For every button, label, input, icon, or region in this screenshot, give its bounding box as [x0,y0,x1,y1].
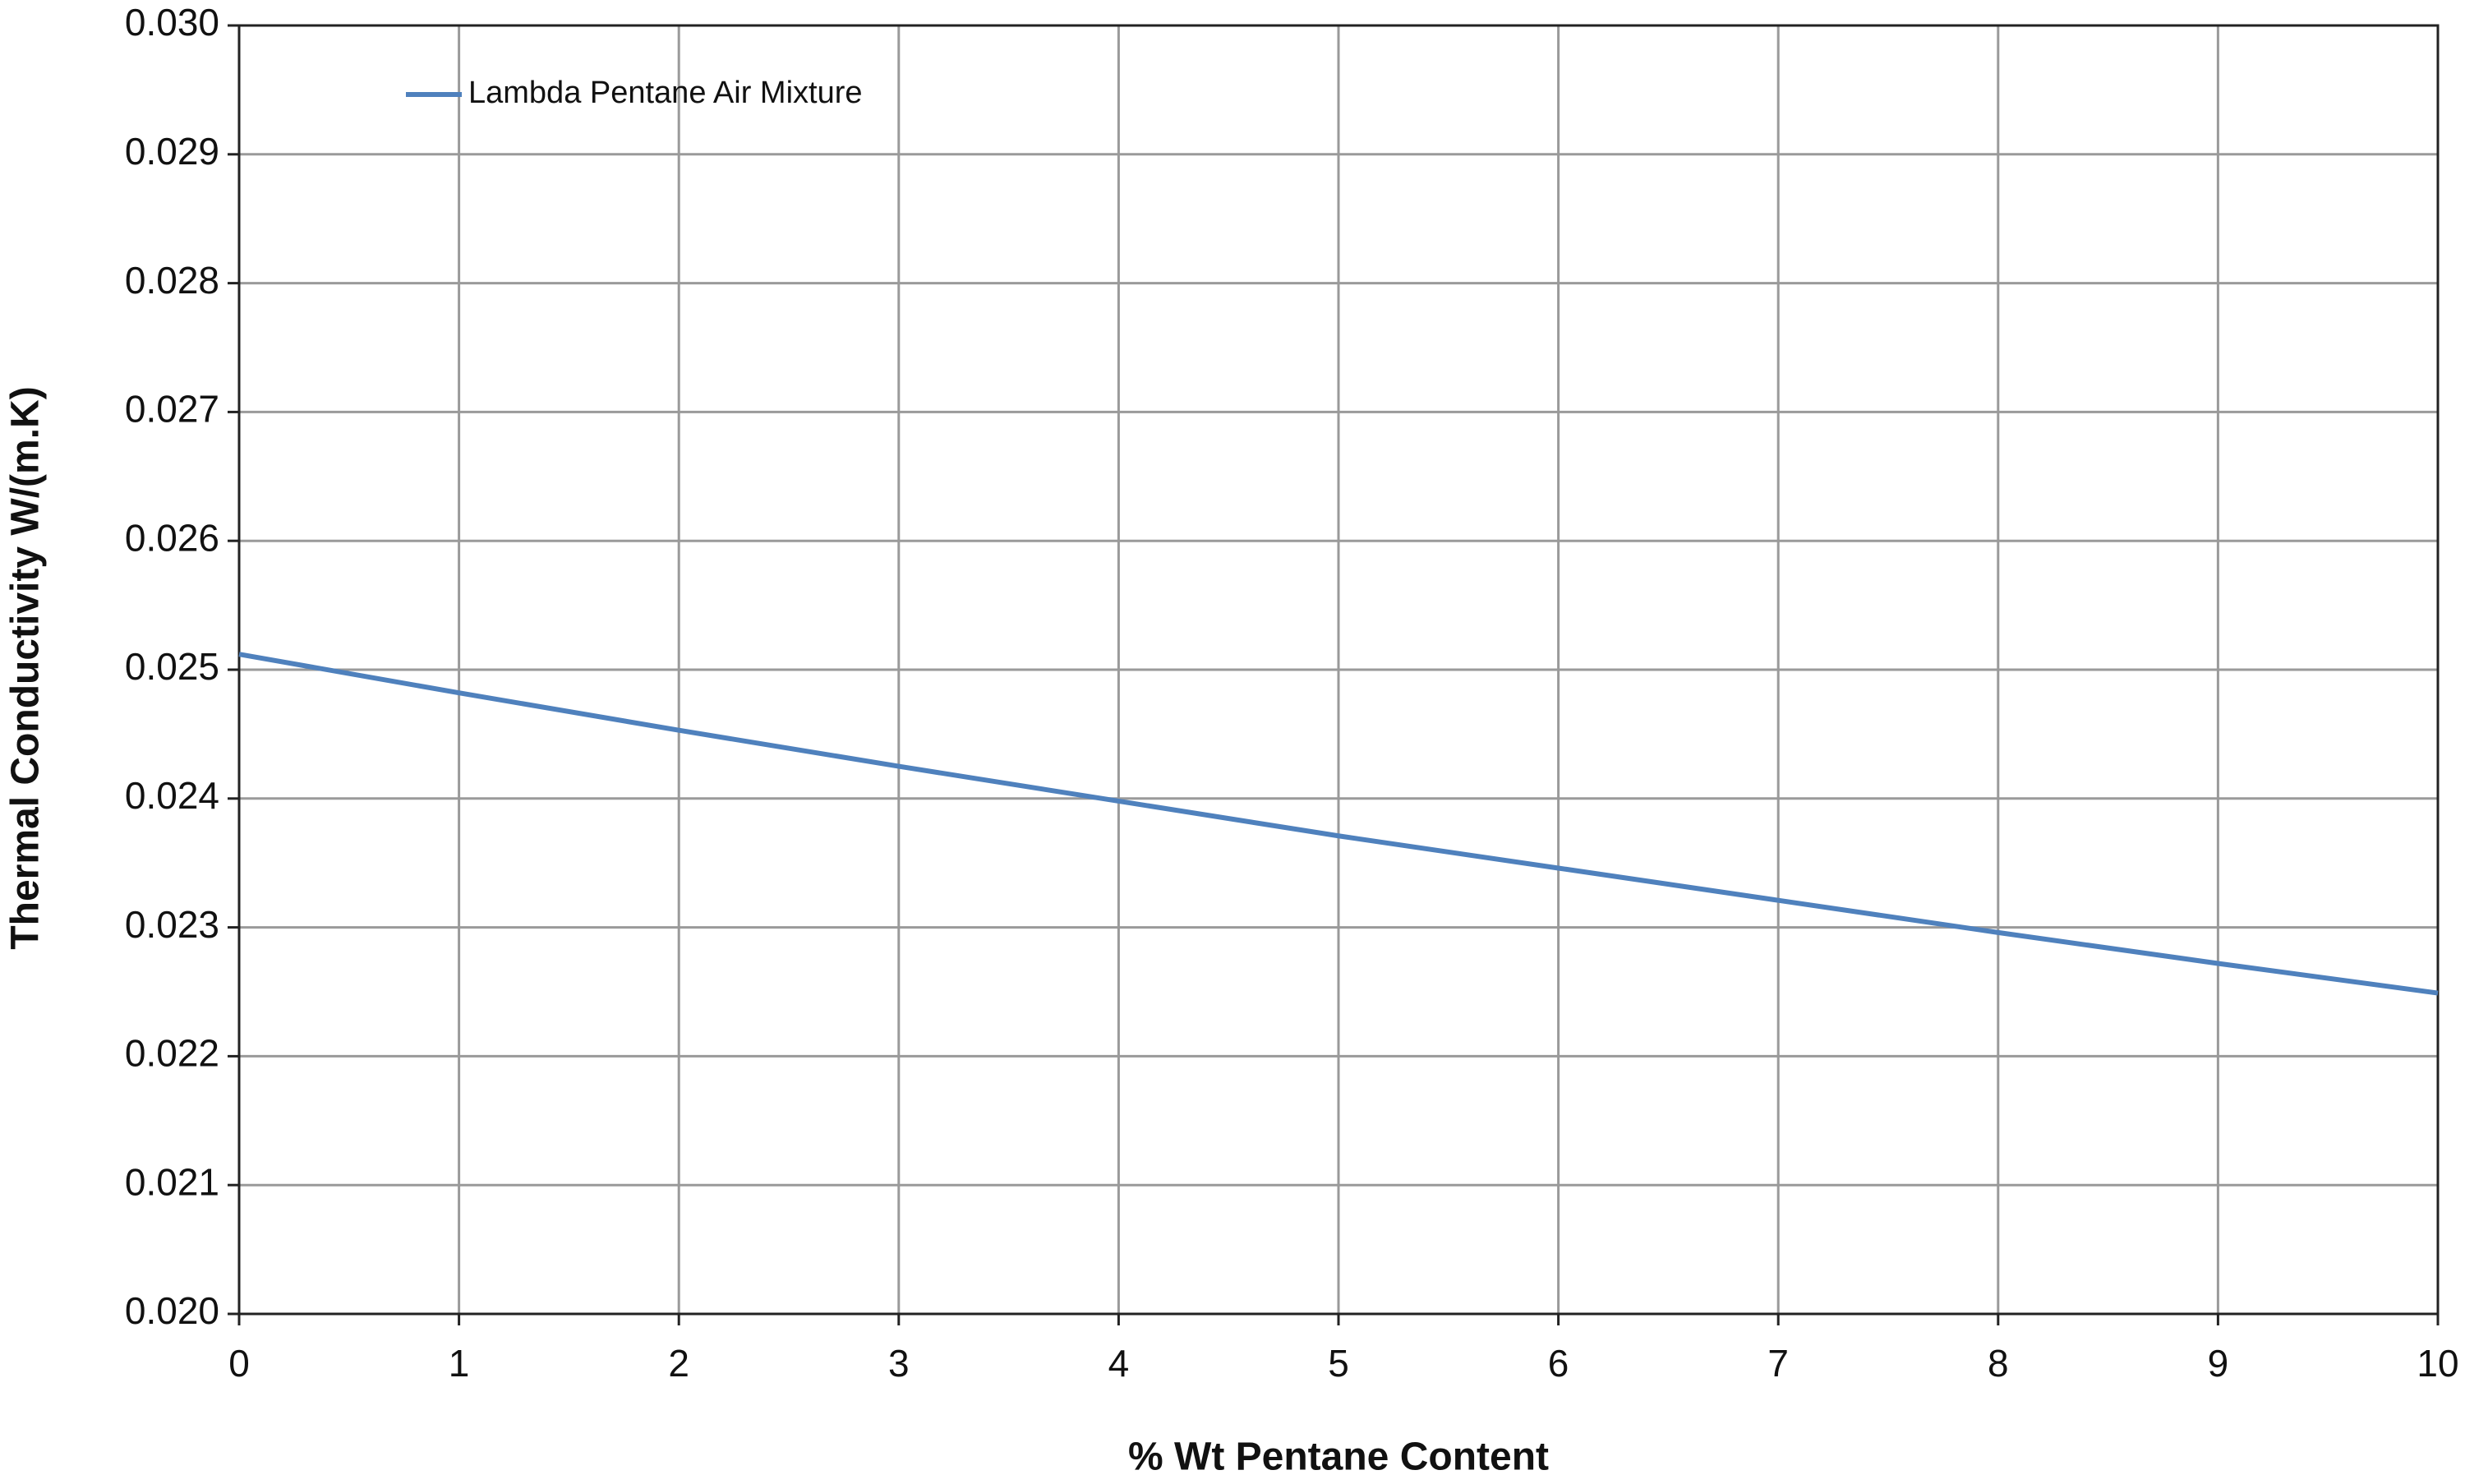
x-tick-label: 9 [2208,1342,2229,1385]
x-tick-label: 8 [1988,1342,2009,1385]
y-tick-label: 0.026 [125,516,219,559]
x-tick-label: 3 [888,1342,910,1385]
y-tick-label: 0.024 [125,774,219,817]
y-tick-label: 0.020 [125,1289,219,1332]
x-tick-label: 0 [228,1342,250,1385]
x-tick-label: 1 [449,1342,470,1385]
y-tick-label: 0.021 [125,1160,219,1203]
plot-frame [237,24,2440,1316]
legend-text: Lambda Pentane Air Mixture [468,76,863,110]
y-tick-label: 0.025 [125,645,219,688]
y-axis-title: Thermal Conductivity W/(m.K) [4,386,48,949]
x-axis-title: % Wt Pentane Content [1128,1436,1549,1479]
data-line [238,652,2439,996]
y-tick-label: 0.023 [125,903,219,946]
y-tick-label: 0.029 [125,130,219,173]
x-tick-label: 7 [1767,1342,1789,1385]
y-tick-label: 0.027 [125,388,219,431]
y-tick-label: 0.028 [125,259,219,302]
y-tick-label: 0.022 [125,1032,219,1075]
x-tick-label: 6 [1548,1342,1569,1385]
x-tick-label: 4 [1108,1342,1130,1385]
x-tick-label: 10 [2417,1342,2458,1385]
y-tick-label: 0.030 [125,1,219,44]
x-tick-label: 5 [1328,1342,1349,1385]
x-tick-label: 2 [668,1342,689,1385]
